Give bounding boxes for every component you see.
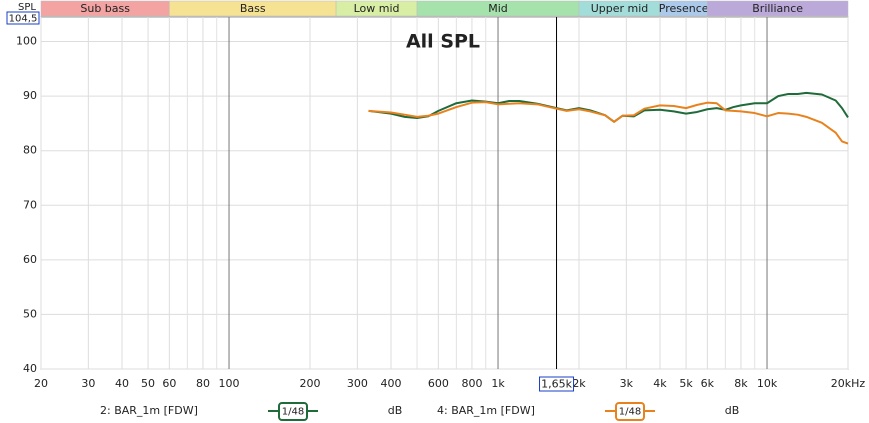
legend-smoothing: 1/48 xyxy=(282,407,304,418)
cursor-label: 1,65k xyxy=(541,378,572,391)
legend-name: 2: BAR_1m [FDW] xyxy=(100,404,198,417)
y-tick-label: 60 xyxy=(23,253,37,266)
x-tick-label: 40 xyxy=(115,377,129,390)
chart-title: All SPL xyxy=(406,31,480,53)
band xyxy=(707,0,849,17)
legend-unit: dB xyxy=(388,404,403,417)
x-tick-label: 5k xyxy=(679,377,693,390)
y-tick-label: 100 xyxy=(16,35,37,48)
band-label: Upper mid xyxy=(591,2,649,15)
y-readout: 104,5 xyxy=(9,14,38,25)
legend-smoothing: 1/48 xyxy=(619,407,641,418)
y-axis-label: SPL xyxy=(18,2,36,13)
band-label: Mid xyxy=(488,2,508,15)
x-tick-label: 800 xyxy=(461,377,482,390)
x-tick-label: 10k xyxy=(757,377,778,390)
legend-smoothing-box xyxy=(278,402,308,421)
x-tick-label: 8k xyxy=(734,377,748,390)
band-label: Brilliance xyxy=(752,2,803,15)
legend-unit: dB xyxy=(725,404,740,417)
x-tick-label: 300 xyxy=(347,377,368,390)
x-tick-label: 100 xyxy=(219,377,240,390)
series-line xyxy=(368,101,849,145)
band-label: Bass xyxy=(240,2,266,15)
x-tick-label: 50 xyxy=(141,377,155,390)
x-tick-label: 20kHz xyxy=(831,377,866,390)
x-tick-label: 20 xyxy=(34,377,48,390)
y-tick-label: 40 xyxy=(23,362,37,375)
band-label: Presence xyxy=(659,2,709,15)
x-tick-label: 400 xyxy=(380,377,401,390)
x-tick-label: 200 xyxy=(300,377,321,390)
y-readout-box xyxy=(6,11,40,25)
series-line xyxy=(368,91,849,123)
x-tick-label: 2k xyxy=(572,377,586,390)
x-tick-label: 600 xyxy=(428,377,449,390)
x-tick-label: 1k xyxy=(491,377,505,390)
y-tick-label: 90 xyxy=(23,89,37,102)
y-tick-label: 70 xyxy=(23,198,37,211)
y-tick-label: 50 xyxy=(23,307,37,320)
band-label: Sub bass xyxy=(80,2,130,15)
x-tick-label: 3k xyxy=(620,377,634,390)
band-label: Low mid xyxy=(354,2,400,15)
x-tick-label: 80 xyxy=(196,377,210,390)
x-tick-label: 60 xyxy=(162,377,176,390)
plot-area xyxy=(40,16,849,370)
x-tick-label: 4k xyxy=(653,377,667,390)
x-tick-label: 6k xyxy=(701,377,715,390)
y-tick-label: 80 xyxy=(23,144,37,157)
cursor-box xyxy=(539,376,575,392)
legend-smoothing-box xyxy=(615,402,645,421)
legend-name: 4: BAR_1m [FDW] xyxy=(437,404,535,417)
x-tick-label: 30 xyxy=(81,377,95,390)
